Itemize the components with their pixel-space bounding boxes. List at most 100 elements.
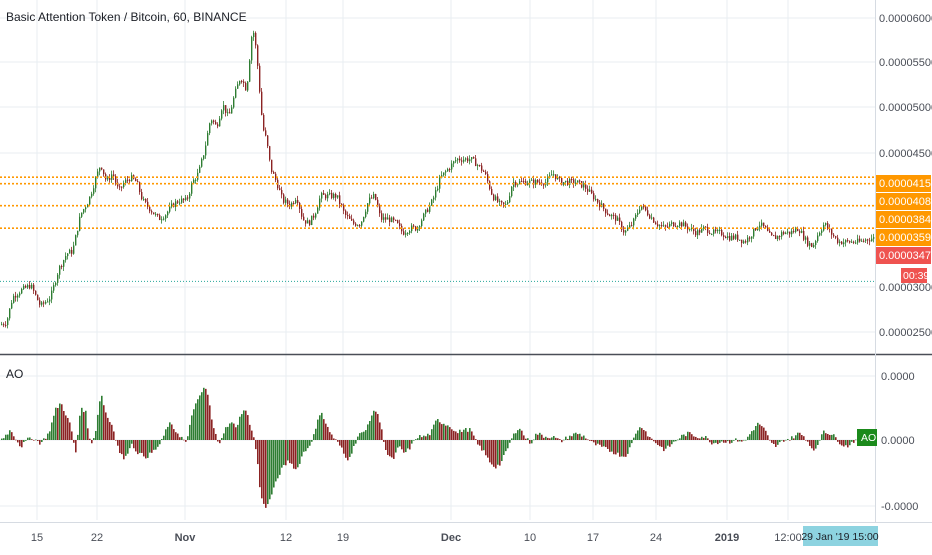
ao-bar	[797, 432, 799, 440]
ao-bar	[53, 415, 55, 440]
ao-bar	[29, 437, 31, 440]
candle-up	[641, 206, 643, 210]
ao-bar	[227, 426, 229, 440]
ao-bar	[335, 439, 337, 440]
ao-bar	[115, 440, 117, 441]
ao-bar	[513, 433, 515, 440]
candle-up	[387, 217, 389, 220]
ao-bar	[199, 395, 201, 440]
ao-bar	[657, 440, 659, 445]
ao-bar	[339, 440, 341, 446]
candle-down	[427, 209, 429, 212]
ao-bar	[757, 422, 759, 440]
ao-bar	[705, 436, 707, 440]
candle-up	[363, 216, 365, 222]
candle-down	[297, 200, 299, 203]
candle-down	[515, 182, 517, 186]
candle-down	[265, 130, 267, 136]
ao-bar	[565, 436, 567, 440]
ao-bar	[195, 403, 197, 440]
candle-up	[41, 302, 43, 305]
ao-bar	[845, 440, 847, 446]
ao-bar	[515, 433, 517, 440]
candle-up	[463, 159, 465, 162]
ao-bar	[69, 422, 71, 440]
ao-bar	[143, 440, 145, 457]
candle-down	[37, 294, 39, 301]
candle-up	[77, 230, 79, 236]
ao-bar	[383, 440, 385, 442]
ao-axis[interactable]: 0.0000 0.0000 -0.0000 AO	[857, 371, 918, 513]
candle-down	[599, 202, 601, 208]
candle-down	[459, 158, 461, 161]
candle-up	[191, 183, 193, 194]
ao-bar	[97, 414, 99, 440]
time-axis[interactable]: 15 22 Nov 12 19 Dec 10 17 24 2019 12:00 29 Jan '19 …	[31, 526, 879, 546]
ao-bar	[249, 424, 251, 440]
candle-down	[305, 220, 307, 224]
ao-bar	[769, 439, 771, 441]
ao-bar	[305, 440, 307, 452]
candle-up	[51, 290, 53, 300]
ao-bar	[121, 440, 123, 455]
time-cursor-label[interactable]: 29 Jan '19 15:00	[801, 531, 878, 543]
candle-down	[497, 196, 499, 202]
ao-bar	[785, 439, 787, 441]
ao-bar	[309, 440, 311, 446]
candle-up	[23, 285, 25, 289]
candle-down	[29, 285, 31, 289]
candle-down	[225, 105, 227, 113]
candle-up	[495, 196, 497, 201]
candle-down	[721, 229, 723, 236]
level-tag-bg	[876, 193, 931, 210]
candle-down	[325, 194, 327, 199]
ao-bar	[661, 440, 663, 447]
candle-down	[229, 112, 231, 114]
ao-bar	[791, 436, 793, 440]
candle-up	[21, 288, 23, 294]
ao-bar	[809, 440, 811, 446]
ao-bar	[629, 440, 631, 448]
ao-bar	[431, 429, 433, 440]
candle-up	[441, 175, 443, 178]
candle-up	[201, 158, 203, 167]
time-label: Nov	[175, 532, 197, 544]
candle-up	[531, 179, 533, 181]
candle-up	[365, 211, 367, 217]
ao-bar	[271, 440, 273, 495]
price-axis[interactable]: 0.00006000 0.00005500 0.00005000 0.00004500…	[876, 13, 932, 339]
ao-bar	[205, 388, 207, 440]
ao-bar	[325, 423, 327, 440]
candle-up	[857, 238, 859, 243]
ao-bar	[167, 426, 169, 440]
candle-down	[603, 203, 605, 209]
candle-up	[189, 193, 191, 199]
last-price-tag-bg	[876, 247, 931, 264]
ao-bar	[781, 440, 783, 441]
candle-up	[315, 213, 317, 218]
horizontal-levels	[0, 176, 875, 229]
price-tick-label: 0.00006000	[879, 13, 932, 25]
time-cursor-bg[interactable]	[803, 526, 878, 546]
ao-bar	[267, 440, 269, 505]
ao-bar	[223, 433, 225, 440]
ao-bar	[429, 435, 431, 440]
ao-bar	[477, 440, 479, 445]
ao-bar	[619, 440, 621, 457]
candle-down	[153, 212, 155, 215]
candle-down	[733, 235, 735, 239]
ao-bar	[321, 412, 323, 440]
candle-down	[61, 265, 63, 267]
ao-bar	[219, 440, 221, 444]
ao-bar	[289, 440, 291, 464]
ao-bar	[531, 440, 533, 444]
candle-up	[97, 171, 99, 178]
candle-down	[271, 159, 273, 172]
candle-up	[221, 110, 223, 119]
ao-bar	[787, 439, 789, 440]
candle-up	[165, 215, 167, 219]
ao-bar	[579, 433, 581, 440]
candle-up	[197, 172, 199, 180]
